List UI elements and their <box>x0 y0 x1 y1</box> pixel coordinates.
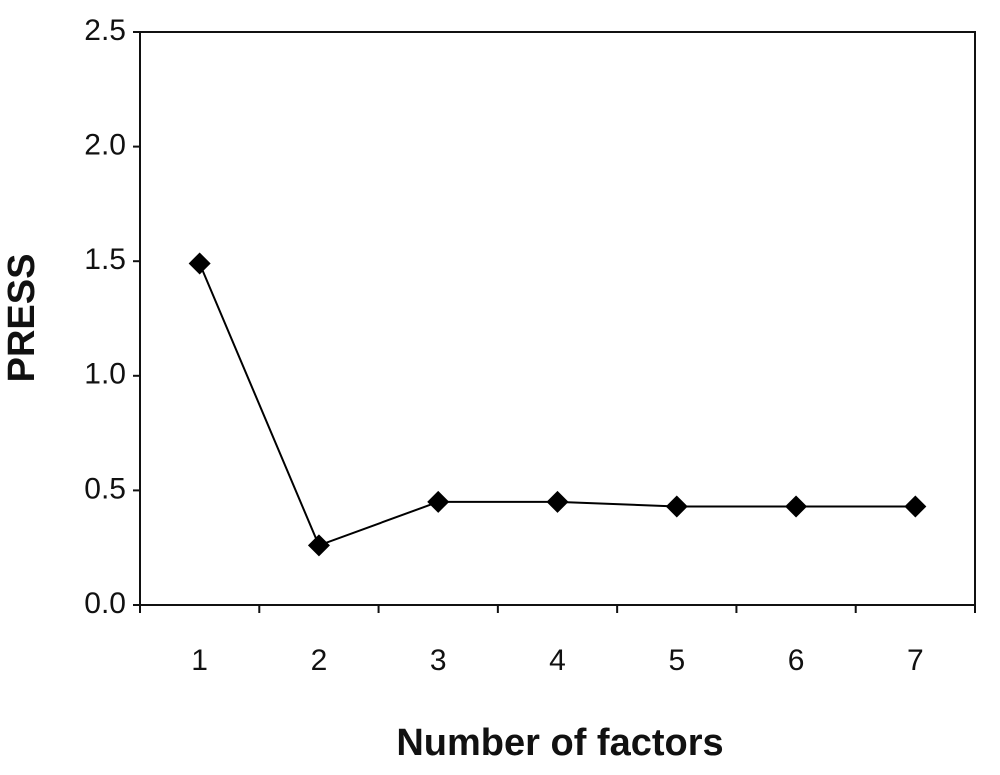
marker <box>785 495 808 518</box>
marker <box>427 490 450 513</box>
x-tick-label: 1 <box>191 644 208 677</box>
y-tick-label: 0.5 <box>84 472 126 505</box>
marker <box>665 495 688 518</box>
marker <box>188 252 211 275</box>
x-tick-label: 2 <box>311 644 328 677</box>
y-tick-label: 1.0 <box>84 358 126 391</box>
x-axis-title: Number of factors <box>396 722 723 764</box>
x-tick-label: 4 <box>549 644 566 677</box>
y-axis-title: PRESS <box>1 254 43 383</box>
y-tick-label: 2.0 <box>84 129 126 162</box>
x-tick-label: 5 <box>668 644 685 677</box>
plot-frame <box>139 31 976 606</box>
marker <box>307 534 330 557</box>
marker <box>546 490 569 513</box>
y-tick-label: 0.0 <box>84 587 126 620</box>
x-tick-label: 7 <box>907 644 924 677</box>
x-tick-label: 3 <box>430 644 447 677</box>
y-tick-label: 2.5 <box>84 14 126 47</box>
marker <box>904 495 927 518</box>
y-tick-label: 1.5 <box>84 243 126 276</box>
x-tick-label: 6 <box>788 644 805 677</box>
